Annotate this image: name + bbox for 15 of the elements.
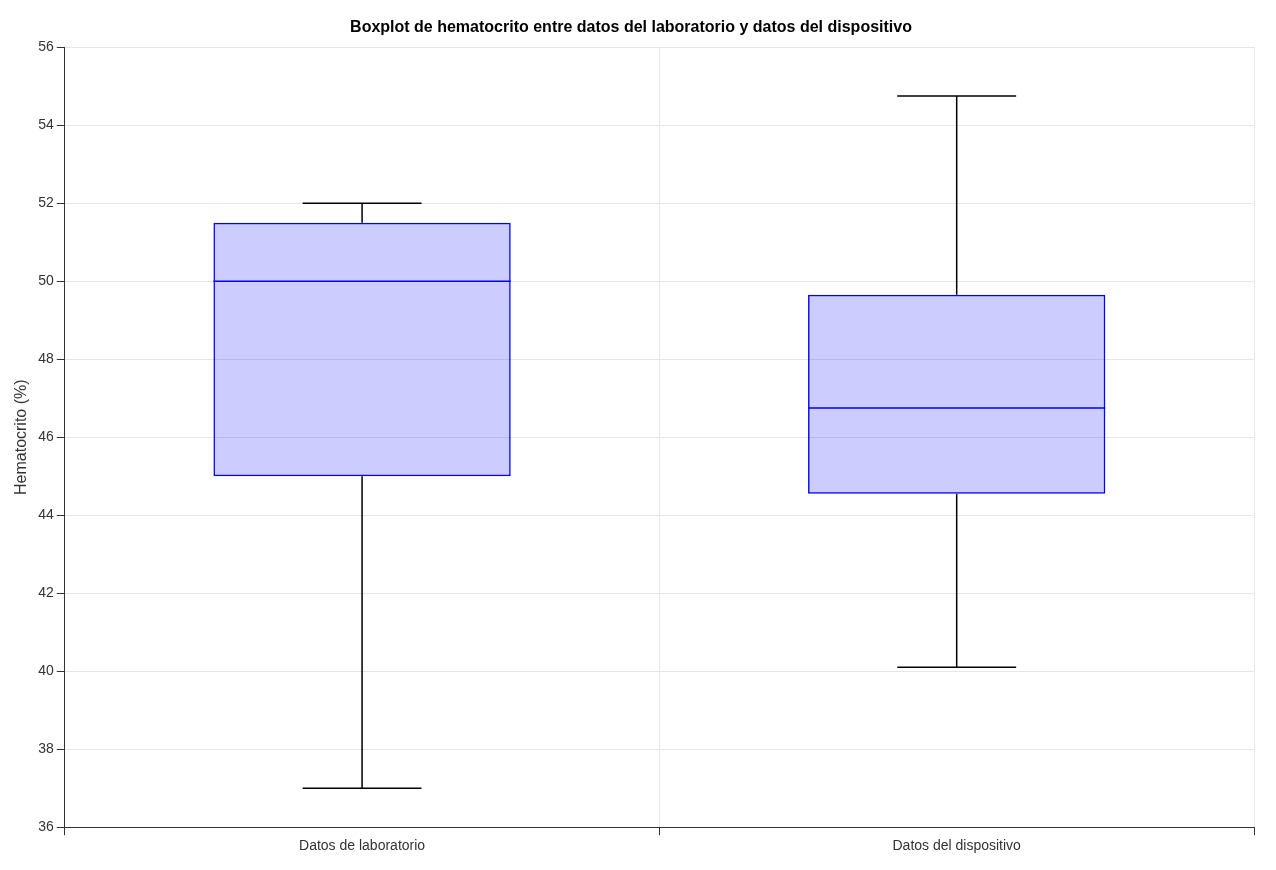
y-tick-label: 36 — [38, 818, 54, 835]
y-tick-label: 52 — [38, 194, 54, 211]
y-tick-label: 54 — [38, 116, 54, 133]
y-axis-title: Hematocrito (%) — [12, 379, 30, 495]
x-tick-label: Datos del dispositivo — [892, 837, 1022, 854]
y-tick-label: 48 — [38, 350, 54, 367]
y-tick-label: 44 — [38, 506, 54, 523]
y-tick-label: 56 — [38, 38, 54, 55]
y-tick-label: 46 — [38, 428, 54, 445]
y-tick-label: 40 — [38, 662, 54, 679]
x-tick-label: Datos de laboratorio — [299, 837, 426, 854]
y-tick-label: 38 — [38, 740, 54, 757]
chart-title: Boxplot de hematocrito entre datos del laboratorio y datos del dispositivo — [350, 18, 913, 36]
y-tick-label: 50 — [38, 272, 54, 289]
y-tick-label: 42 — [38, 584, 54, 601]
